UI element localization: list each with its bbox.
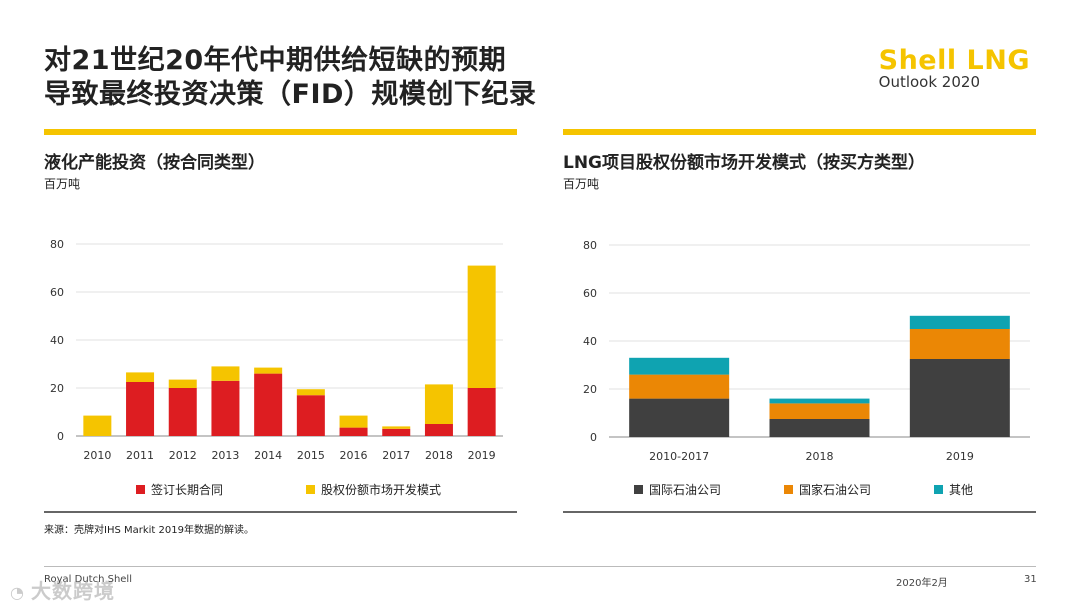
right-panel-title: LNG项目股权份额市场开发模式（按买方类型） — [563, 153, 926, 173]
title-line-1: 对21世纪20年代中期供给短缺的预期 — [44, 45, 507, 76]
bar-segment — [629, 374, 730, 399]
bar-segment — [339, 415, 368, 428]
bar-segment — [339, 427, 368, 436]
bar-segment — [126, 372, 155, 382]
left-panel-title: 液化产能投资（按合同类型） — [44, 153, 265, 173]
y-tick-label: 60 — [583, 287, 597, 300]
legend-item-ioc: 国际石油公司 — [634, 481, 721, 498]
bar-segment — [467, 388, 496, 436]
y-tick-label: 0 — [57, 430, 64, 443]
bar-segment — [168, 379, 197, 388]
legend-swatch-teal — [934, 485, 943, 494]
right-chart: 0 20 40 60 80 2010-2017 2018 2019 — [583, 239, 1030, 463]
y-tick-label: 20 — [50, 382, 64, 395]
bar-segment — [168, 388, 197, 436]
left-panel-unit: 百万吨 — [44, 177, 81, 191]
x-tick-label: 2018 — [425, 449, 453, 462]
y-tick-label: 80 — [583, 239, 597, 252]
page-title: 对21世纪20年代中期供给短缺的预期 导致最终投资决策（FID）规模创下纪录 — [44, 44, 536, 112]
footer-date: 2020年2月 — [896, 578, 948, 589]
x-tick-label: 2015 — [297, 449, 325, 462]
x-tick-label: 2016 — [340, 449, 368, 462]
left-panel-accent-bar — [44, 129, 517, 135]
y-tick-label: 40 — [50, 334, 64, 347]
x-tick-label: 2019 — [946, 450, 974, 463]
y-tick-label: 80 — [50, 238, 64, 251]
legend-swatch-red — [136, 485, 145, 494]
watermark: ◔ 大数跨境 — [10, 575, 115, 604]
y-tick-label: 40 — [583, 335, 597, 348]
y-tick-label: 60 — [50, 286, 64, 299]
right-panel-unit: 百万吨 — [563, 177, 600, 191]
bar-segment — [769, 403, 870, 419]
title-line-2: 导致最终投资决策（FID）规模创下纪录 — [44, 79, 537, 110]
footer-divider — [44, 566, 1036, 567]
right-panel-bottom-rule — [563, 511, 1036, 513]
legend-label: 签订长期合同 — [151, 483, 224, 497]
watermark-text: 大数跨境 — [30, 579, 115, 603]
bar-segment — [254, 373, 283, 436]
legend-label: 股权份额市场开发模式 — [321, 483, 442, 497]
x-tick-label: 2014 — [254, 449, 282, 462]
bar-segment — [254, 367, 283, 374]
legend-item-noc: 国家石油公司 — [784, 481, 871, 498]
legend-label: 国际石油公司 — [649, 483, 722, 497]
legend-label: 国家石油公司 — [799, 483, 872, 497]
x-tick-label: 2012 — [169, 449, 197, 462]
bar-segment — [909, 315, 1010, 329]
x-tick-label: 2018 — [806, 450, 834, 463]
legend-item-other: 其他 — [934, 481, 973, 498]
logo-sub-text: Outlook 2020 — [878, 73, 980, 91]
shell-lng-logo: Shell LNG Outlook 2020 — [878, 45, 1030, 91]
legend-swatch-orange — [784, 485, 793, 494]
watermark-icon: ◔ — [10, 583, 25, 602]
bar-segment — [211, 380, 240, 436]
page-number: 31 — [1024, 574, 1037, 585]
y-tick-label: 0 — [590, 431, 597, 444]
legend-swatch-yellow — [306, 485, 315, 494]
bar-segment — [296, 389, 325, 396]
right-panel-accent-bar — [563, 129, 1036, 135]
bar-segment — [467, 265, 496, 388]
legend-label: 其他 — [949, 483, 974, 497]
y-tick-label: 20 — [583, 383, 597, 396]
legend-item-equity: 股权份额市场开发模式 — [306, 481, 441, 498]
left-chart: 0 20 40 60 80 2010 2011 2012 2013 2014 2015 2016 201… — [50, 238, 503, 462]
legend-swatch-dark — [634, 485, 643, 494]
legend-item-long-term: 签订长期合同 — [136, 481, 223, 498]
bar-segment — [382, 426, 411, 429]
x-tick-label: 2013 — [211, 449, 239, 462]
bar-segment — [424, 384, 453, 424]
footer-company: Royal Dutch Shell — [44, 574, 132, 585]
bar-segment — [909, 329, 1010, 359]
bar-segment — [629, 357, 730, 375]
bar-segment — [909, 359, 1010, 437]
bar-segment — [83, 415, 112, 436]
bar-segment — [211, 366, 240, 381]
x-tick-label: 2011 — [126, 449, 154, 462]
x-tick-label: 2017 — [382, 449, 410, 462]
x-tick-label: 2019 — [468, 449, 496, 462]
left-panel-bottom-rule — [44, 511, 517, 513]
bar-segment — [769, 398, 870, 404]
bar-segment — [629, 398, 730, 437]
bar-segment — [126, 382, 155, 436]
bar-segment — [382, 428, 411, 436]
source-note: 来源：壳牌对IHS Markit 2019年数据的解读。 — [44, 525, 254, 536]
bar-segment — [424, 424, 453, 436]
bar-segment — [296, 395, 325, 436]
x-tick-label: 2010 — [83, 449, 111, 462]
logo-main-text: Shell LNG — [878, 45, 1030, 76]
x-tick-label: 2010-2017 — [649, 450, 709, 463]
bar-segment — [769, 419, 870, 437]
